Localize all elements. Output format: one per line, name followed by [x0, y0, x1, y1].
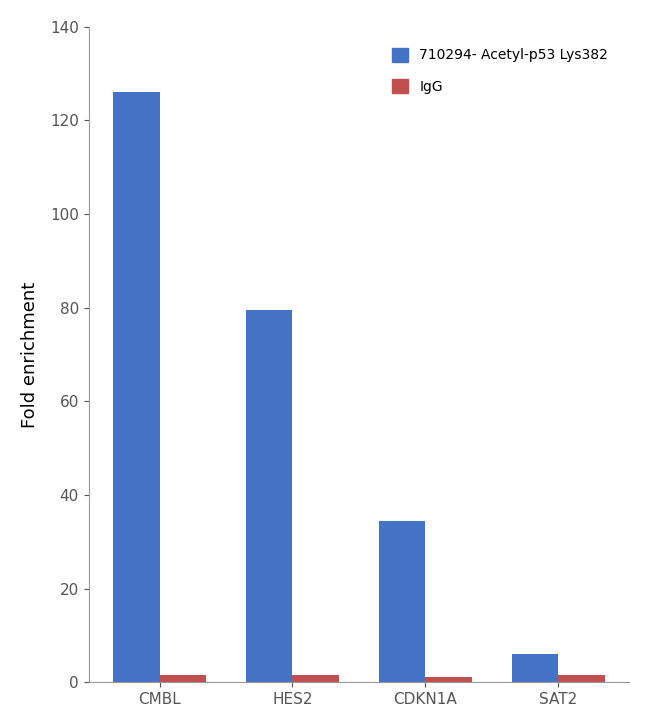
Legend: 710294- Acetyl-p53 Lys382, IgG: 710294- Acetyl-p53 Lys382, IgG — [378, 33, 622, 108]
Y-axis label: Fold enrichment: Fold enrichment — [21, 282, 39, 428]
Bar — [160, 676, 206, 682]
Bar — [558, 676, 605, 682]
Bar — [292, 676, 339, 682]
Bar — [113, 92, 160, 682]
Bar — [246, 310, 292, 682]
Bar — [379, 521, 425, 682]
Bar — [425, 677, 472, 682]
Bar — [512, 654, 558, 682]
